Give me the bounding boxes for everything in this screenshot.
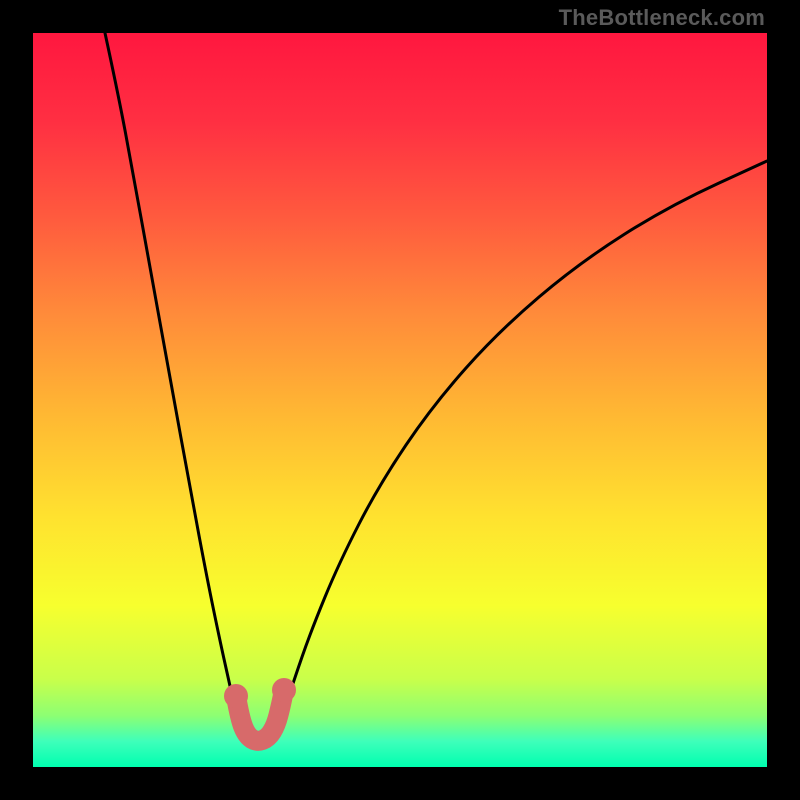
gradient-background (33, 33, 767, 767)
plot-area (33, 33, 767, 767)
watermark-text: TheBottleneck.com (559, 5, 765, 31)
u-marker-dot-right (272, 678, 296, 702)
u-marker-dot-left (224, 684, 248, 708)
